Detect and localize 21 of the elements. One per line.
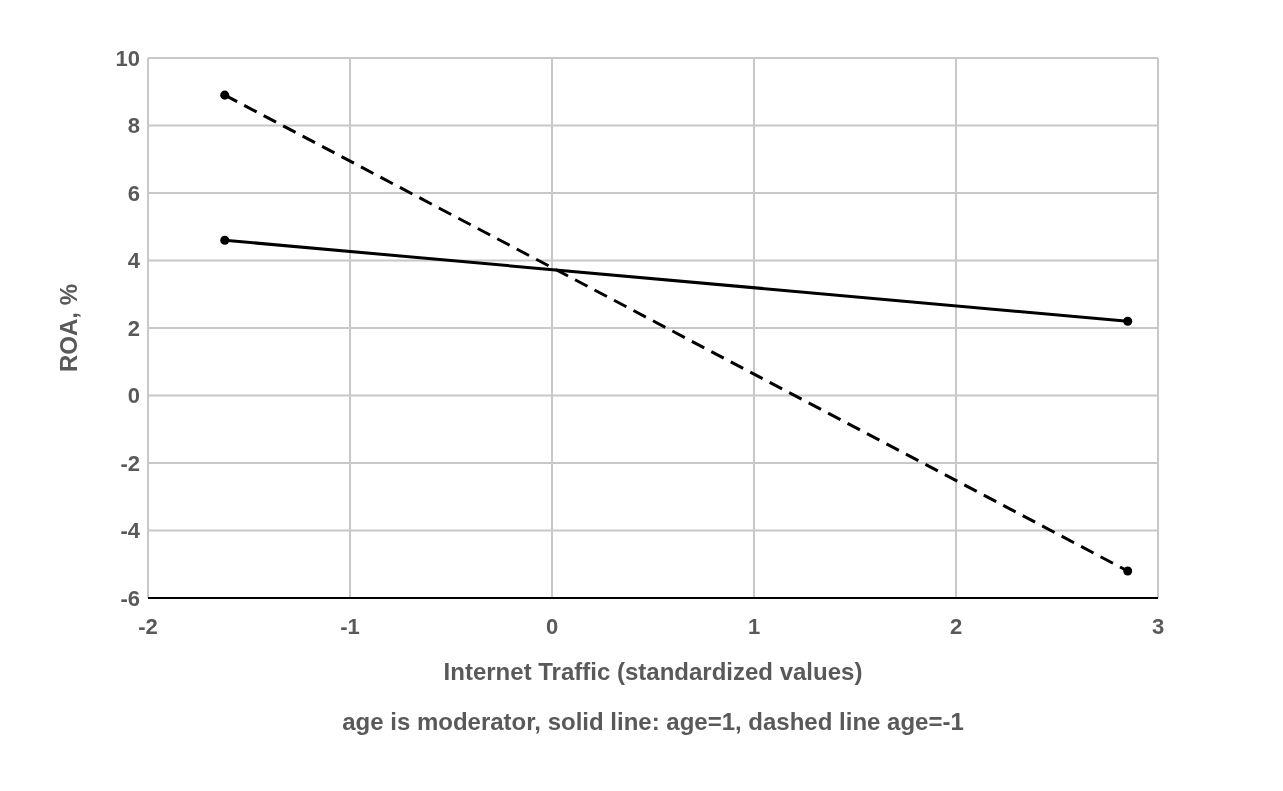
text: age is moderator, solid line: age=1, dashed line age=-1 bbox=[341, 708, 965, 736]
y-tick-label: 2 bbox=[127, 315, 140, 341]
x-tick-label: 1 bbox=[747, 613, 761, 639]
point bbox=[220, 235, 230, 245]
x-tick-label: 3 bbox=[1151, 613, 1165, 639]
y-tick-label: -6 bbox=[120, 585, 140, 611]
point bbox=[1123, 316, 1133, 326]
point bbox=[220, 90, 230, 100]
point bbox=[1123, 566, 1133, 576]
y-tick-label: 0 bbox=[127, 383, 140, 409]
x-tick-label: 2 bbox=[949, 613, 963, 639]
x-axis-title: Internet Traffic (standardized values) bbox=[443, 658, 863, 685]
x-tick-label: 0 bbox=[545, 613, 559, 639]
y-tick-label: 6 bbox=[127, 180, 140, 206]
y-tick-label: -4 bbox=[120, 518, 141, 544]
y-tick-label: 10 bbox=[115, 45, 140, 71]
y-tick-label: 4 bbox=[127, 248, 141, 274]
y-tick-label: -2 bbox=[120, 450, 140, 476]
y-axis-title: ROA, % bbox=[54, 283, 82, 373]
y-tick-label: 8 bbox=[127, 113, 140, 139]
x-tick-label: -1 bbox=[340, 613, 360, 639]
